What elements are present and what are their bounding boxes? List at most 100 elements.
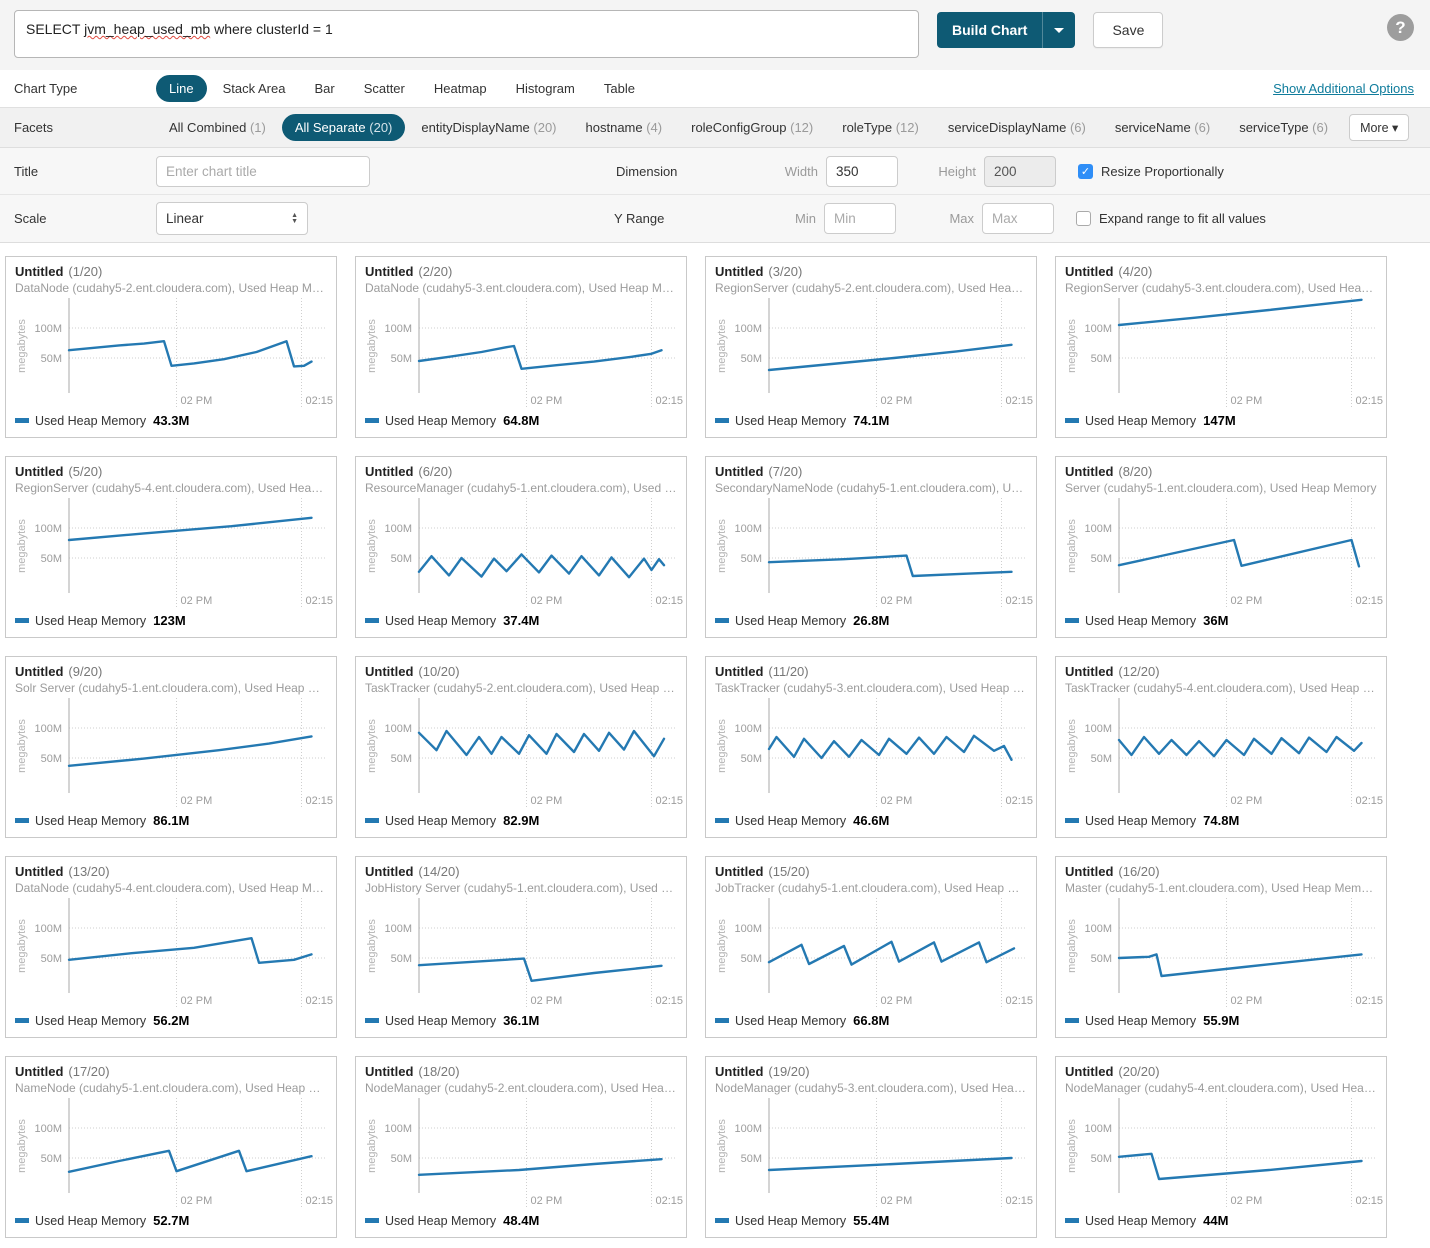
legend-label: Used Heap Memory xyxy=(385,1213,497,1228)
chart-type-heatmap[interactable]: Heatmap xyxy=(421,75,500,102)
scale-select[interactable]: Linear ▲ ▼ xyxy=(156,202,308,235)
svg-text:02 PM: 02 PM xyxy=(531,995,563,1007)
svg-text:02:15: 02:15 xyxy=(306,395,334,407)
show-additional-options-link[interactable]: Show Additional Options xyxy=(1273,81,1414,96)
legend-swatch-icon xyxy=(365,1218,379,1223)
svg-text:02 PM: 02 PM xyxy=(531,395,563,407)
query-toolbar: SELECT jvm_heap_used_mb where clusterId … xyxy=(0,0,1430,70)
max-label: Max xyxy=(949,211,974,226)
chart-type-stack-area[interactable]: Stack Area xyxy=(210,75,299,102)
chart-title-input[interactable] xyxy=(156,155,370,187)
yrange-min-input[interactable] xyxy=(824,203,896,234)
svg-text:100M: 100M xyxy=(34,923,62,935)
facet-hostname[interactable]: hostname (4) xyxy=(573,114,676,141)
chart-index: (13/20) xyxy=(68,864,110,879)
svg-text:100M: 100M xyxy=(34,323,62,335)
legend-value: 44M xyxy=(1203,1213,1229,1228)
svg-text:02 PM: 02 PM xyxy=(531,1195,563,1207)
chart-card-header: Untitled (8/20) xyxy=(1065,464,1377,479)
chart-card: Untitled (8/20) Server (cudahy5-1.ent.clo… xyxy=(1055,456,1387,638)
legend-value: 46.6M xyxy=(853,813,890,828)
chart-index: (1/20) xyxy=(68,264,103,279)
svg-text:02 PM: 02 PM xyxy=(181,1195,213,1207)
chevron-down-icon xyxy=(1054,27,1065,33)
chart-card: Untitled (13/20) DataNode (cudahy5-4.ent.… xyxy=(5,856,337,1038)
chart-type-histogram[interactable]: Histogram xyxy=(503,75,588,102)
chart-subtitle: RegionServer (cudahy5-3.ent.cloudera.com… xyxy=(1065,281,1377,295)
legend-swatch-icon xyxy=(365,418,379,423)
expand-range-checkbox[interactable]: ✓ xyxy=(1076,211,1091,226)
svg-text:100M: 100M xyxy=(734,923,762,935)
chart-legend: Used Heap Memory 52.7M xyxy=(15,1213,327,1228)
svg-text:megabytes: megabytes xyxy=(366,519,378,573)
line-chart: 50M 100M 02 PM 02:15 megabytes xyxy=(1066,498,1383,607)
svg-text:02:15: 02:15 xyxy=(306,995,334,1007)
facet-all-separate[interactable]: All Separate (20) xyxy=(281,114,406,141)
save-button[interactable]: Save xyxy=(1093,12,1164,48)
facet-entitydisplayname[interactable]: entityDisplayName (20) xyxy=(408,114,569,141)
legend-label: Used Heap Memory xyxy=(1085,813,1197,828)
query-input[interactable]: SELECT jvm_heap_used_mb where clusterId … xyxy=(14,10,919,58)
svg-text:02:15: 02:15 xyxy=(1006,395,1034,407)
chart-subtitle: SecondaryNameNode (cudahy5-1.ent.clouder… xyxy=(715,481,1027,495)
legend-label: Used Heap Memory xyxy=(35,813,147,828)
chart-card: Untitled (12/20) TaskTracker (cudahy5-4.e… xyxy=(1055,656,1387,838)
chart-card: Untitled (16/20) Master (cudahy5-1.ent.cl… xyxy=(1055,856,1387,1038)
facet-all-combined[interactable]: All Combined (1) xyxy=(156,114,279,141)
title-dimension-row: Title Dimension Width Height ✓ Resize Pr… xyxy=(0,148,1430,195)
facet-roleconfiggroup[interactable]: roleConfigGroup (12) xyxy=(678,114,826,141)
yrange-max-input[interactable] xyxy=(982,203,1054,234)
build-chart-button[interactable]: Build Chart xyxy=(937,12,1076,48)
legend-value: 123M xyxy=(153,613,186,628)
svg-text:02 PM: 02 PM xyxy=(881,795,913,807)
chart-subtitle: TaskTracker (cudahy5-3.ent.cloudera.com)… xyxy=(715,681,1027,695)
svg-text:megabytes: megabytes xyxy=(366,919,378,973)
svg-text:megabytes: megabytes xyxy=(1066,1119,1078,1173)
build-chart-dropdown[interactable] xyxy=(1042,12,1075,48)
facet-servicetype[interactable]: serviceType (6) xyxy=(1226,114,1341,141)
legend-swatch-icon xyxy=(715,418,729,423)
chart-card-header: Untitled (14/20) xyxy=(365,864,677,879)
facet-servicename[interactable]: serviceName (6) xyxy=(1102,114,1223,141)
legend-swatch-icon xyxy=(715,618,729,623)
more-facets-button[interactable]: More ▾ xyxy=(1349,114,1410,141)
chart-title: Untitled xyxy=(365,864,414,879)
chart-title: Untitled xyxy=(1065,464,1114,479)
chart-type-scatter[interactable]: Scatter xyxy=(351,75,418,102)
legend-swatch-icon xyxy=(1065,1018,1079,1023)
line-chart: 50M 100M 02 PM 02:15 megabytes xyxy=(1066,298,1383,407)
legend-value: 43.3M xyxy=(153,413,190,428)
svg-text:100M: 100M xyxy=(34,1123,62,1135)
facet-roletype[interactable]: roleType (12) xyxy=(829,114,932,141)
chart-type-line[interactable]: Line xyxy=(156,75,207,102)
legend-label: Used Heap Memory xyxy=(735,613,847,628)
chart-card: Untitled (20/20) NodeManager (cudahy5-4.e… xyxy=(1055,1056,1387,1238)
line-chart: 50M 100M 02 PM 02:15 megabytes xyxy=(716,498,1033,607)
svg-text:02 PM: 02 PM xyxy=(1231,595,1263,607)
chart-title: Untitled xyxy=(15,464,64,479)
svg-text:02:15: 02:15 xyxy=(1356,1195,1384,1207)
legend-value: 66.8M xyxy=(853,1013,890,1028)
chart-subtitle: NameNode (cudahy5-1.ent.cloudera.com), U… xyxy=(15,1081,327,1095)
facet-servicedisplayname[interactable]: serviceDisplayName (6) xyxy=(935,114,1099,141)
resize-proportionally-checkbox[interactable]: ✓ xyxy=(1078,163,1093,179)
chart-legend: Used Heap Memory 46.6M xyxy=(715,813,1027,828)
chart-card: Untitled (14/20) JobHistory Server (cudah… xyxy=(355,856,687,1038)
legend-swatch-icon xyxy=(15,618,29,623)
legend-value: 74.8M xyxy=(1203,813,1240,828)
chart-card: Untitled (2/20) DataNode (cudahy5-3.ent.c… xyxy=(355,256,687,438)
help-icon[interactable]: ? xyxy=(1387,14,1414,41)
chart-subtitle: DataNode (cudahy5-4.ent.cloudera.com), U… xyxy=(15,881,327,895)
legend-label: Used Heap Memory xyxy=(385,813,497,828)
legend-label: Used Heap Memory xyxy=(35,1013,147,1028)
chart-index: (16/20) xyxy=(1118,864,1160,879)
chart-type-bar[interactable]: Bar xyxy=(301,75,347,102)
chart-subtitle: ResourceManager (cudahy5-1.ent.cloudera.… xyxy=(365,481,677,495)
svg-text:02:15: 02:15 xyxy=(656,395,684,407)
svg-text:50M: 50M xyxy=(41,553,62,565)
svg-text:50M: 50M xyxy=(741,353,762,365)
width-input[interactable] xyxy=(826,155,898,187)
chart-card: Untitled (4/20) RegionServer (cudahy5-3.e… xyxy=(1055,256,1387,438)
resize-proportionally-label: Resize Proportionally xyxy=(1101,163,1224,179)
chart-type-table[interactable]: Table xyxy=(591,75,648,102)
